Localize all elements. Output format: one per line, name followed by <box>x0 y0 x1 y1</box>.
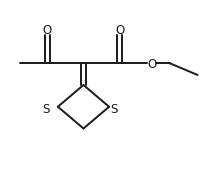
Text: S: S <box>111 103 118 116</box>
Text: S: S <box>43 103 50 116</box>
Text: O: O <box>43 24 52 37</box>
Text: O: O <box>115 24 124 37</box>
Text: O: O <box>148 58 157 71</box>
